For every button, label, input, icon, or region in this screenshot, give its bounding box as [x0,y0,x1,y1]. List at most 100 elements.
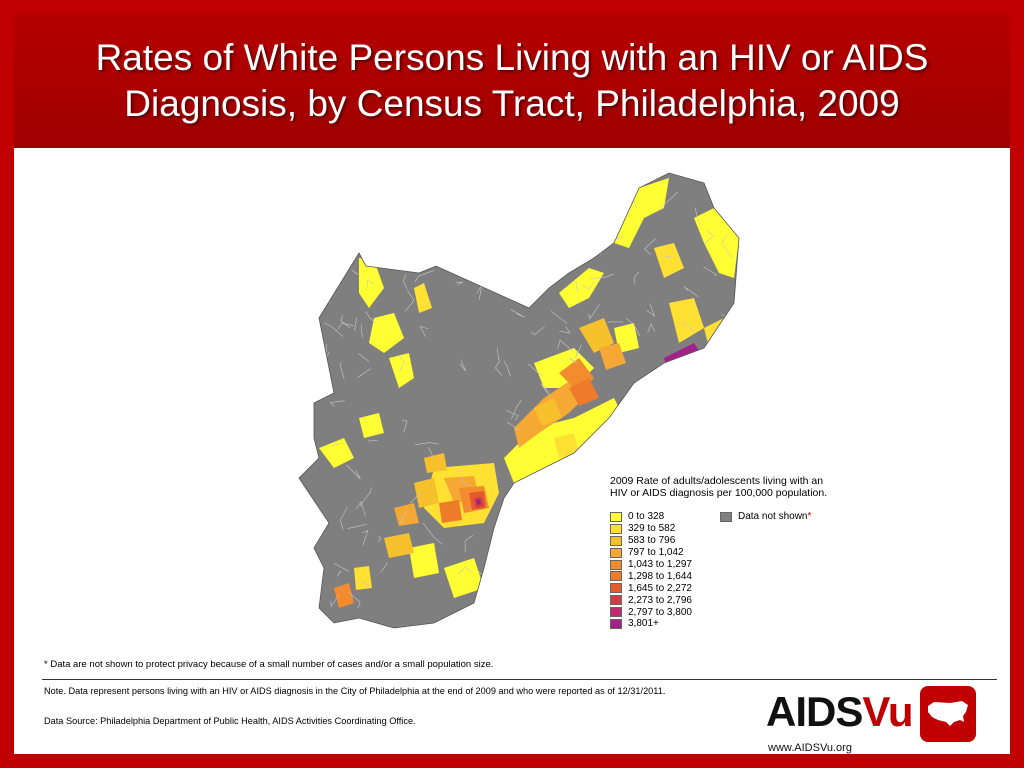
tract-line [366,279,376,288]
rate-region [414,478,439,508]
tract-line [354,317,358,331]
tract-line [402,420,408,433]
tract-line [575,344,582,359]
legend-swatch [610,511,622,522]
tract-line [734,343,739,363]
tract-line [501,242,508,249]
tract-line [350,191,370,207]
rate-region [669,298,704,343]
data-source: Data Source: Philadelphia Department of … [44,716,416,726]
tract-line [705,405,727,410]
legend-item: 2,273 to 2,796 [610,594,692,606]
tract-line [592,445,607,455]
tract-line [550,310,568,324]
legend-item: 0 to 328 [610,511,692,523]
tract-line [492,561,507,568]
tract-line [581,484,605,497]
tract-line [315,274,336,279]
tract-line [457,566,472,575]
tract-line [336,570,342,577]
tract-line [303,610,310,620]
tract-line [573,600,588,607]
legend-items: 0 to 328 329 to 582 583 to 796 797 to 1,042… [610,511,692,630]
tract-line [340,507,348,530]
rate-region [694,208,739,278]
tract-line [678,322,696,334]
tract-line [459,474,471,487]
tract-line [497,278,507,282]
divider [42,679,997,680]
legend-item: 1,043 to 1,297 [610,559,692,571]
tract-line [403,274,408,289]
tract-line [607,321,623,324]
legend-label: 3,801+ [628,618,659,630]
tract-line [345,464,361,480]
legend-item: 329 to 582 [610,523,692,535]
tract-line [703,266,718,276]
tract-line [553,253,568,261]
tract-line [563,522,580,534]
tract-line [716,173,724,184]
tract-line [660,417,675,431]
tract-line [664,255,673,259]
tract-line [503,360,511,377]
legend-title: 2009 Rate of adults/adolescents living w… [610,475,910,499]
rate-region [409,543,439,578]
rate-region [424,453,447,473]
tract-line [644,238,657,255]
tract-line [540,574,555,590]
rate-region [334,583,354,608]
logo-text-aids: AIDS [766,688,863,735]
legend-item-not-shown: Data not shown * [720,511,811,522]
tract-line [508,282,520,292]
tract-line [569,357,578,364]
tract-line [531,326,545,336]
tract-line [355,501,366,517]
legend-label: 2,273 to 2,796 [628,594,692,606]
tract-line [337,322,354,330]
tract-line [603,461,620,470]
rate-region [599,343,626,370]
legend-swatch [610,547,622,558]
tract-line [301,327,313,332]
rate-region [359,413,384,438]
legend-label: 1,645 to 2,272 [628,582,692,594]
tract-line [694,207,701,226]
title-bar: Rates of White Persons Living with an HI… [14,14,1010,148]
tract-line [720,323,725,331]
tract-line [302,374,306,398]
legend-item: 583 to 796 [610,535,692,547]
tract-line [540,383,551,398]
tract-line [559,326,571,334]
tract-line [377,179,395,200]
legend-swatch [610,618,622,629]
us-map-icon [920,686,976,742]
tract-line [464,535,474,552]
tract-line [575,280,579,293]
tract-line [419,325,429,337]
tract-line [348,592,361,609]
tract-line [456,612,468,622]
tract-line [405,290,415,312]
rate-region [614,323,639,353]
tract-line [459,359,466,372]
legend-asterisk: * [807,511,812,522]
tract-line [334,563,349,572]
logo-text-vu: Vu [862,688,913,735]
tract-line [721,446,728,453]
legend-label: 2,797 to 3,800 [628,606,692,618]
legend-swatch-not-shown [720,511,732,522]
rate-region [579,318,614,353]
tract-line [557,339,573,352]
legend-swatch [610,595,622,606]
tract-line [368,439,378,442]
rate-region [569,378,599,406]
tract-line [579,569,595,580]
tract-line [510,309,525,318]
tract-line [339,187,349,199]
tract-line [321,202,341,210]
tract-line [633,399,642,403]
tract-line [330,594,340,608]
tract-line [356,582,371,587]
tract-line [625,317,641,337]
